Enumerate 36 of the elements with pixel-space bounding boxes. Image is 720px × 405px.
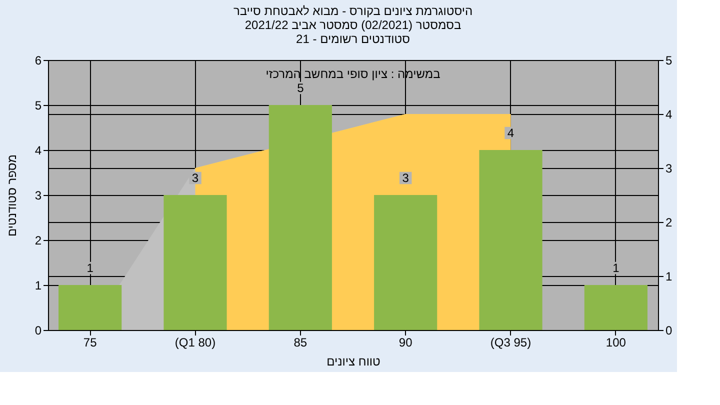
bar [164, 195, 227, 330]
bar [58, 285, 122, 330]
x-tick-label: 85 [294, 336, 308, 350]
y-tick-label: 3 [34, 188, 42, 202]
y2-tick-label: 1 [666, 270, 672, 284]
text: היסטוגרמת ציונים בקורס - מבוא לאבטחת סייבר [233, 4, 473, 18]
y-tick-label: 1 [34, 278, 42, 292]
text: סטודנטים רשומים - 21 [296, 32, 410, 46]
y-tick-label: 4 [34, 144, 42, 158]
data-label: 4 [507, 126, 514, 140]
y-tick-label: 0 [34, 324, 42, 338]
x-tick-label: 90 [398, 336, 413, 350]
bar [374, 195, 438, 330]
x-tick-label: (Q3 95) [490, 336, 532, 350]
data-label: 1 [86, 261, 94, 275]
y-tick-label: 6 [34, 54, 42, 68]
y-tick-label: 5 [34, 98, 42, 112]
y-axis-title: מספר סטודנטים [4, 154, 19, 237]
x-tick-label: (Q1 80) [174, 336, 216, 350]
bar [584, 285, 648, 330]
y-tick-label: 2 [34, 234, 42, 248]
y2-tick-label: 3 [666, 162, 672, 176]
bar [268, 105, 332, 330]
x-tick-label: 75 [83, 336, 98, 350]
y2-tick-label: 0 [666, 324, 672, 338]
data-label: 5 [297, 81, 304, 95]
data-label: 3 [402, 171, 410, 185]
y2-tick-label: 2 [666, 216, 672, 230]
data-label: 3 [192, 171, 199, 185]
x-tick-label: 100 [606, 336, 626, 350]
bar [479, 150, 542, 330]
data-label: 1 [612, 261, 620, 275]
y2-tick-label: 5 [666, 54, 672, 68]
x-axis-title: טווח ציונים [326, 354, 381, 368]
y2-tick-label: 4 [666, 108, 672, 122]
text: בסמסטר (02/2021) סמסטר אביב 2021/22 [244, 18, 462, 32]
